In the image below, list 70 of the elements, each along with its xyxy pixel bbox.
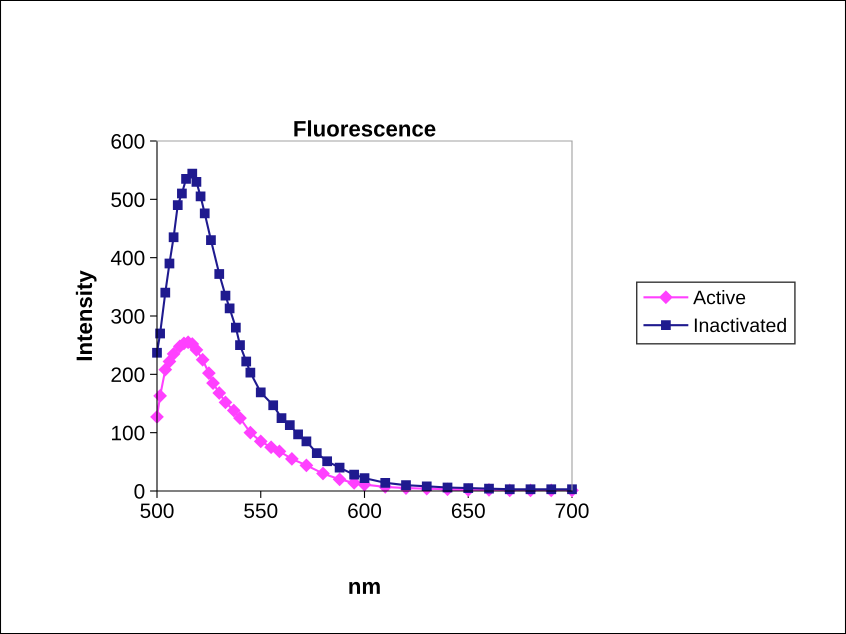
point [256, 388, 266, 398]
point [285, 452, 298, 466]
point [316, 466, 330, 480]
point [200, 208, 210, 218]
point [300, 458, 313, 472]
point [302, 436, 312, 446]
point [254, 434, 268, 448]
point [214, 269, 224, 279]
y-tick-label: 300 [111, 309, 144, 324]
x-tick-label: 700 [556, 503, 589, 518]
point [190, 343, 204, 356]
point [268, 400, 278, 410]
point [284, 420, 295, 430]
point [155, 328, 165, 338]
x-axis-title: nm [349, 582, 380, 594]
point [158, 363, 172, 376]
legend-label: Active [693, 290, 746, 304]
y-tick-label: 400 [110, 250, 144, 266]
y-tick-label: 600 [111, 134, 144, 149]
y-tick-label: 200 [111, 367, 144, 382]
point [206, 376, 220, 390]
point [160, 288, 170, 298]
x-tick-label: 600 [348, 503, 382, 518]
point [196, 192, 206, 202]
point [235, 340, 245, 350]
point [196, 353, 210, 366]
point [244, 426, 257, 440]
chart-title: Fluorescence [294, 120, 436, 137]
point [152, 348, 162, 358]
point [360, 473, 370, 484]
point [312, 448, 322, 458]
point [422, 481, 432, 492]
y-axis-title: Intensity [76, 270, 97, 360]
point [322, 456, 332, 466]
point [218, 396, 232, 409]
point [172, 200, 183, 210]
point [349, 470, 359, 480]
point [241, 356, 252, 366]
point [212, 386, 226, 400]
point [233, 411, 247, 425]
x-tick-label: 500 [140, 503, 174, 518]
point [272, 444, 286, 458]
point [192, 176, 202, 187]
y-tick-label: 0 [134, 484, 144, 499]
point [167, 347, 180, 361]
point [463, 483, 474, 493]
point [177, 188, 187, 198]
point [168, 232, 178, 242]
legend-label: Inactivated [694, 318, 786, 332]
point [206, 235, 216, 246]
point [276, 413, 286, 423]
point [164, 258, 174, 268]
point [293, 430, 303, 440]
point [401, 480, 411, 490]
point [380, 478, 390, 488]
point [264, 440, 278, 454]
y-tick-label: 100 [112, 426, 144, 440]
point [224, 304, 234, 314]
point [202, 366, 216, 380]
point [246, 368, 256, 378]
point [567, 484, 577, 494]
point [220, 290, 230, 300]
point [227, 404, 240, 418]
x-tick-label: 650 [452, 503, 485, 518]
point [333, 472, 346, 486]
y-tick-label: 500 [111, 192, 144, 208]
point [154, 389, 167, 403]
x-tick-label: 550 [244, 503, 278, 518]
point [230, 322, 241, 333]
point [334, 462, 344, 473]
